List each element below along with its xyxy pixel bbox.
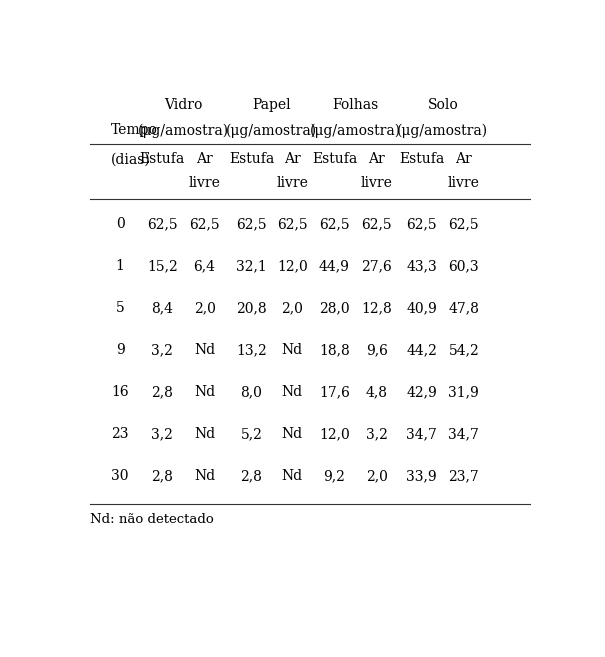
Text: 23,7: 23,7 <box>448 469 479 484</box>
Text: Ar: Ar <box>284 152 301 166</box>
Text: Ar: Ar <box>368 152 385 166</box>
Text: Estufa: Estufa <box>229 152 274 166</box>
Text: livre: livre <box>361 176 393 190</box>
Text: Estufa: Estufa <box>399 152 444 166</box>
Text: 8,0: 8,0 <box>241 386 263 399</box>
Text: 9,2: 9,2 <box>324 469 345 484</box>
Text: 34,7: 34,7 <box>406 428 437 442</box>
Text: 34,7: 34,7 <box>448 428 479 442</box>
Text: livre: livre <box>276 176 308 190</box>
Text: 8,4: 8,4 <box>151 302 174 315</box>
Text: Nd: Nd <box>282 386 303 399</box>
Text: 32,1: 32,1 <box>236 260 267 273</box>
Text: Nd: não detectado: Nd: não detectado <box>90 513 214 526</box>
Text: 13,2: 13,2 <box>236 344 267 357</box>
Text: 62,5: 62,5 <box>361 217 392 231</box>
Text: 16: 16 <box>111 386 129 399</box>
Text: Nd: Nd <box>194 386 215 399</box>
Text: 3,2: 3,2 <box>151 344 173 357</box>
Text: 23: 23 <box>111 428 129 442</box>
Text: 17,6: 17,6 <box>319 386 350 399</box>
Text: 62,5: 62,5 <box>189 217 220 231</box>
Text: 3,2: 3,2 <box>151 428 173 442</box>
Text: 62,5: 62,5 <box>277 217 307 231</box>
Text: 30: 30 <box>111 469 129 484</box>
Text: Ar: Ar <box>456 152 473 166</box>
Text: livre: livre <box>448 176 480 190</box>
Text: 2,0: 2,0 <box>365 469 388 484</box>
Text: 2,8: 2,8 <box>241 469 263 484</box>
Text: 28,0: 28,0 <box>319 302 350 315</box>
Text: 40,9: 40,9 <box>407 302 437 315</box>
Text: 12,0: 12,0 <box>277 260 307 273</box>
Text: 3,2: 3,2 <box>365 428 388 442</box>
Text: Tempo: Tempo <box>111 124 158 137</box>
Text: 5: 5 <box>116 302 125 315</box>
Text: (μg/amostra): (μg/amostra) <box>138 124 229 138</box>
Text: 43,3: 43,3 <box>407 260 437 273</box>
Text: 62,5: 62,5 <box>236 217 267 231</box>
Text: Papel: Papel <box>252 98 291 112</box>
Text: 2,0: 2,0 <box>281 302 303 315</box>
Text: Estufa: Estufa <box>312 152 357 166</box>
Text: (μg/amostra): (μg/amostra) <box>310 124 401 138</box>
Text: 27,6: 27,6 <box>361 260 392 273</box>
Text: 12,8: 12,8 <box>361 302 392 315</box>
Text: 31,9: 31,9 <box>448 386 479 399</box>
Text: 62,5: 62,5 <box>319 217 350 231</box>
Text: Nd: Nd <box>194 344 215 357</box>
Text: 15,2: 15,2 <box>147 260 178 273</box>
Text: 12,0: 12,0 <box>319 428 350 442</box>
Text: Vidro: Vidro <box>165 98 203 112</box>
Text: 0: 0 <box>116 217 125 231</box>
Text: 6,4: 6,4 <box>194 260 215 273</box>
Text: (dias): (dias) <box>111 152 151 166</box>
Text: 9,6: 9,6 <box>365 344 388 357</box>
Text: 4,8: 4,8 <box>365 386 388 399</box>
Text: 2,8: 2,8 <box>151 386 173 399</box>
Text: Solo: Solo <box>427 98 458 112</box>
Text: 47,8: 47,8 <box>448 302 479 315</box>
Text: Ar: Ar <box>196 152 213 166</box>
Text: 44,2: 44,2 <box>406 344 437 357</box>
Text: (μg/amostra): (μg/amostra) <box>226 124 317 138</box>
Text: 54,2: 54,2 <box>448 344 479 357</box>
Text: 9: 9 <box>116 344 125 357</box>
Text: Nd: Nd <box>194 469 215 484</box>
Text: Folhas: Folhas <box>332 98 379 112</box>
Text: 2,8: 2,8 <box>151 469 173 484</box>
Text: 60,3: 60,3 <box>448 260 479 273</box>
Text: Nd: Nd <box>282 428 303 442</box>
Text: 42,9: 42,9 <box>407 386 437 399</box>
Text: Estufa: Estufa <box>140 152 185 166</box>
Text: 18,8: 18,8 <box>319 344 350 357</box>
Text: 20,8: 20,8 <box>236 302 267 315</box>
Text: 62,5: 62,5 <box>147 217 178 231</box>
Text: 1: 1 <box>116 260 125 273</box>
Text: livre: livre <box>189 176 220 190</box>
Text: 44,9: 44,9 <box>319 260 350 273</box>
Text: 33,9: 33,9 <box>407 469 437 484</box>
Text: Nd: Nd <box>194 428 215 442</box>
Text: 62,5: 62,5 <box>448 217 479 231</box>
Text: Nd: Nd <box>282 344 303 357</box>
Text: Nd: Nd <box>282 469 303 484</box>
Text: 62,5: 62,5 <box>407 217 437 231</box>
Text: (μg/amostra): (μg/amostra) <box>397 124 488 138</box>
Text: 5,2: 5,2 <box>241 428 263 442</box>
Text: 2,0: 2,0 <box>194 302 215 315</box>
